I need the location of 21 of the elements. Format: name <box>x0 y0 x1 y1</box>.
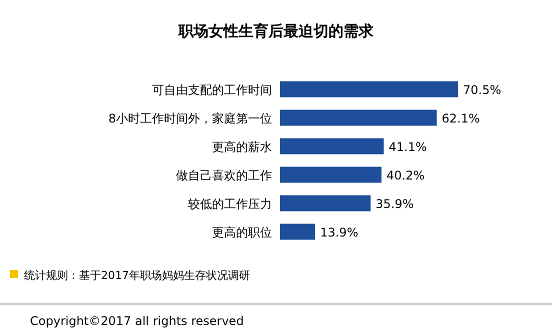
y-tick-label: 可自由支配的工作时间 <box>152 82 272 97</box>
data-label: 13.9% <box>320 225 358 240</box>
y-tick-label: 更高的职位 <box>212 225 272 240</box>
bar <box>280 81 458 98</box>
bar <box>280 195 371 212</box>
chart-title: 职场女性生育后最迫切的需求 <box>178 22 374 40</box>
data-label: 35.9% <box>376 196 414 211</box>
y-tick-label: 较低的工作压力 <box>188 196 272 211</box>
bar <box>280 110 437 126</box>
data-label: 40.2% <box>386 168 425 182</box>
y-tick-label: 更高的薪水 <box>212 140 272 154</box>
y-tick-label: 做自己喜欢的工作 <box>176 168 272 182</box>
data-label: 41.1% <box>388 140 427 154</box>
y-tick-label: 8小时工作时间外，家庭第一位 <box>108 111 272 126</box>
data-label: 62.1% <box>442 111 480 126</box>
text: Copyright©2017 all rights reserved <box>30 314 244 328</box>
text: 统计规则：基于2017年职场妈妈生存状况调研 <box>24 269 250 282</box>
bar <box>280 166 382 183</box>
bar <box>280 224 316 240</box>
data-label: 70.5% <box>463 82 502 97</box>
bar <box>280 138 384 154</box>
